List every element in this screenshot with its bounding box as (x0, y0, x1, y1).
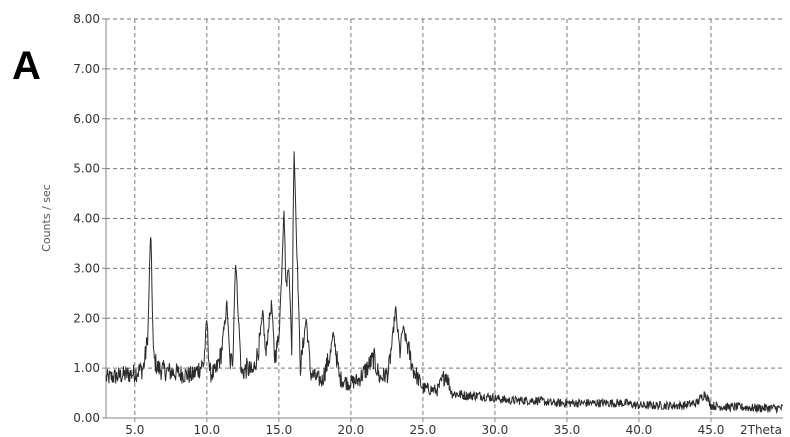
y-axis-label: Counts / sec (40, 184, 53, 252)
grid-lines (106, 18, 783, 419)
x-tick-label: 45.0 (698, 423, 725, 437)
series-line (105, 151, 784, 415)
y-tick-label: 1.00 (73, 361, 100, 375)
x-tick-label: 40.0 (626, 423, 653, 437)
y-tick-label: 3.00 (73, 261, 100, 275)
y-tick-label: 4.00 (73, 212, 100, 226)
y-tick-label: 8.00 (73, 12, 100, 26)
x-tick-label: 25.0 (410, 423, 437, 437)
plot-axes (102, 18, 783, 422)
y-tick-labels: 0.00 1.00 2.00 3.00 4.00 5.00 6.00 7.00 8.00 (73, 12, 100, 425)
y-tick-label: 5.00 (73, 162, 100, 176)
x-tick-label: 20.0 (338, 423, 365, 437)
x-tick-label: 35.0 (554, 423, 581, 437)
x-tick-label: 5.0 (125, 423, 144, 437)
data-series (105, 151, 784, 415)
x-axis-label: 2Theta (740, 423, 782, 437)
x-tick-label: 15.0 (265, 423, 292, 437)
y-tick-label: 7.00 (73, 62, 100, 76)
x-tick-label: 30.0 (482, 423, 509, 437)
y-tick-label: 0.00 (73, 411, 100, 425)
panel-label: A (12, 44, 41, 88)
x-tick-labels: 5.0 10.0 15.0 20.0 25.0 30.0 35.0 40.0 45.0 2Thet… (125, 423, 782, 437)
x-tick-label: 10.0 (193, 423, 220, 437)
y-tick-label: 2.00 (73, 311, 100, 325)
y-tick-label: 6.00 (73, 112, 100, 126)
